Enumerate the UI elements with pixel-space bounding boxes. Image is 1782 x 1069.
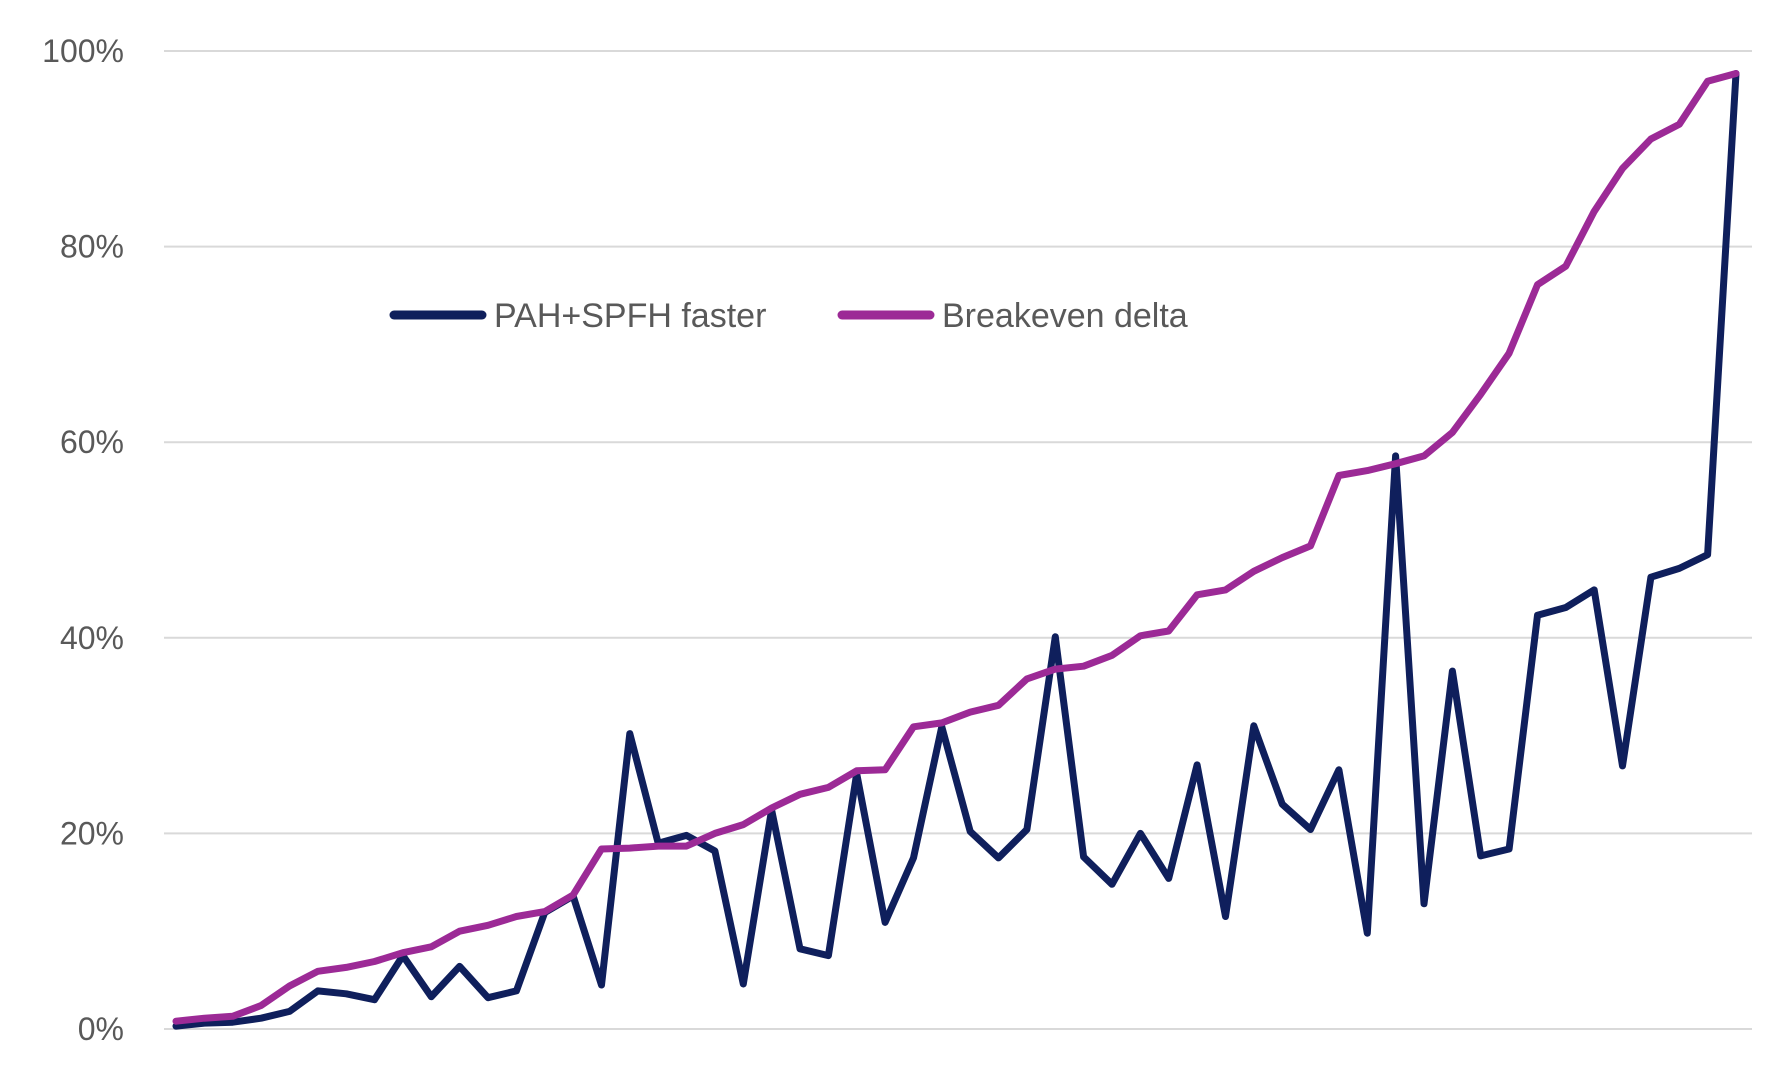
legend-label-pah-spfh-faster: PAH+SPFH faster — [494, 297, 766, 335]
y-tick-label: 20% — [60, 815, 124, 851]
y-tick-label: 40% — [60, 620, 124, 656]
series-line-breakeven-delta — [172, 70, 1740, 1025]
y-axis-tick-labels: 0% 20% 40% 60% 80% 100% — [42, 33, 124, 1047]
y-tick-label: 100% — [42, 33, 124, 69]
y-tick-label: 0% — [78, 1011, 124, 1047]
series-lines — [172, 70, 1740, 1030]
gridlines — [164, 50, 1752, 1030]
y-tick-label: 80% — [60, 229, 124, 265]
series-line-pah-spfh-faster — [172, 70, 1740, 1030]
legend: PAH+SPFH faster Breakeven delta — [389, 297, 1188, 335]
legend-label-breakeven-delta: Breakeven delta — [942, 297, 1188, 335]
y-tick-label: 60% — [60, 424, 124, 460]
